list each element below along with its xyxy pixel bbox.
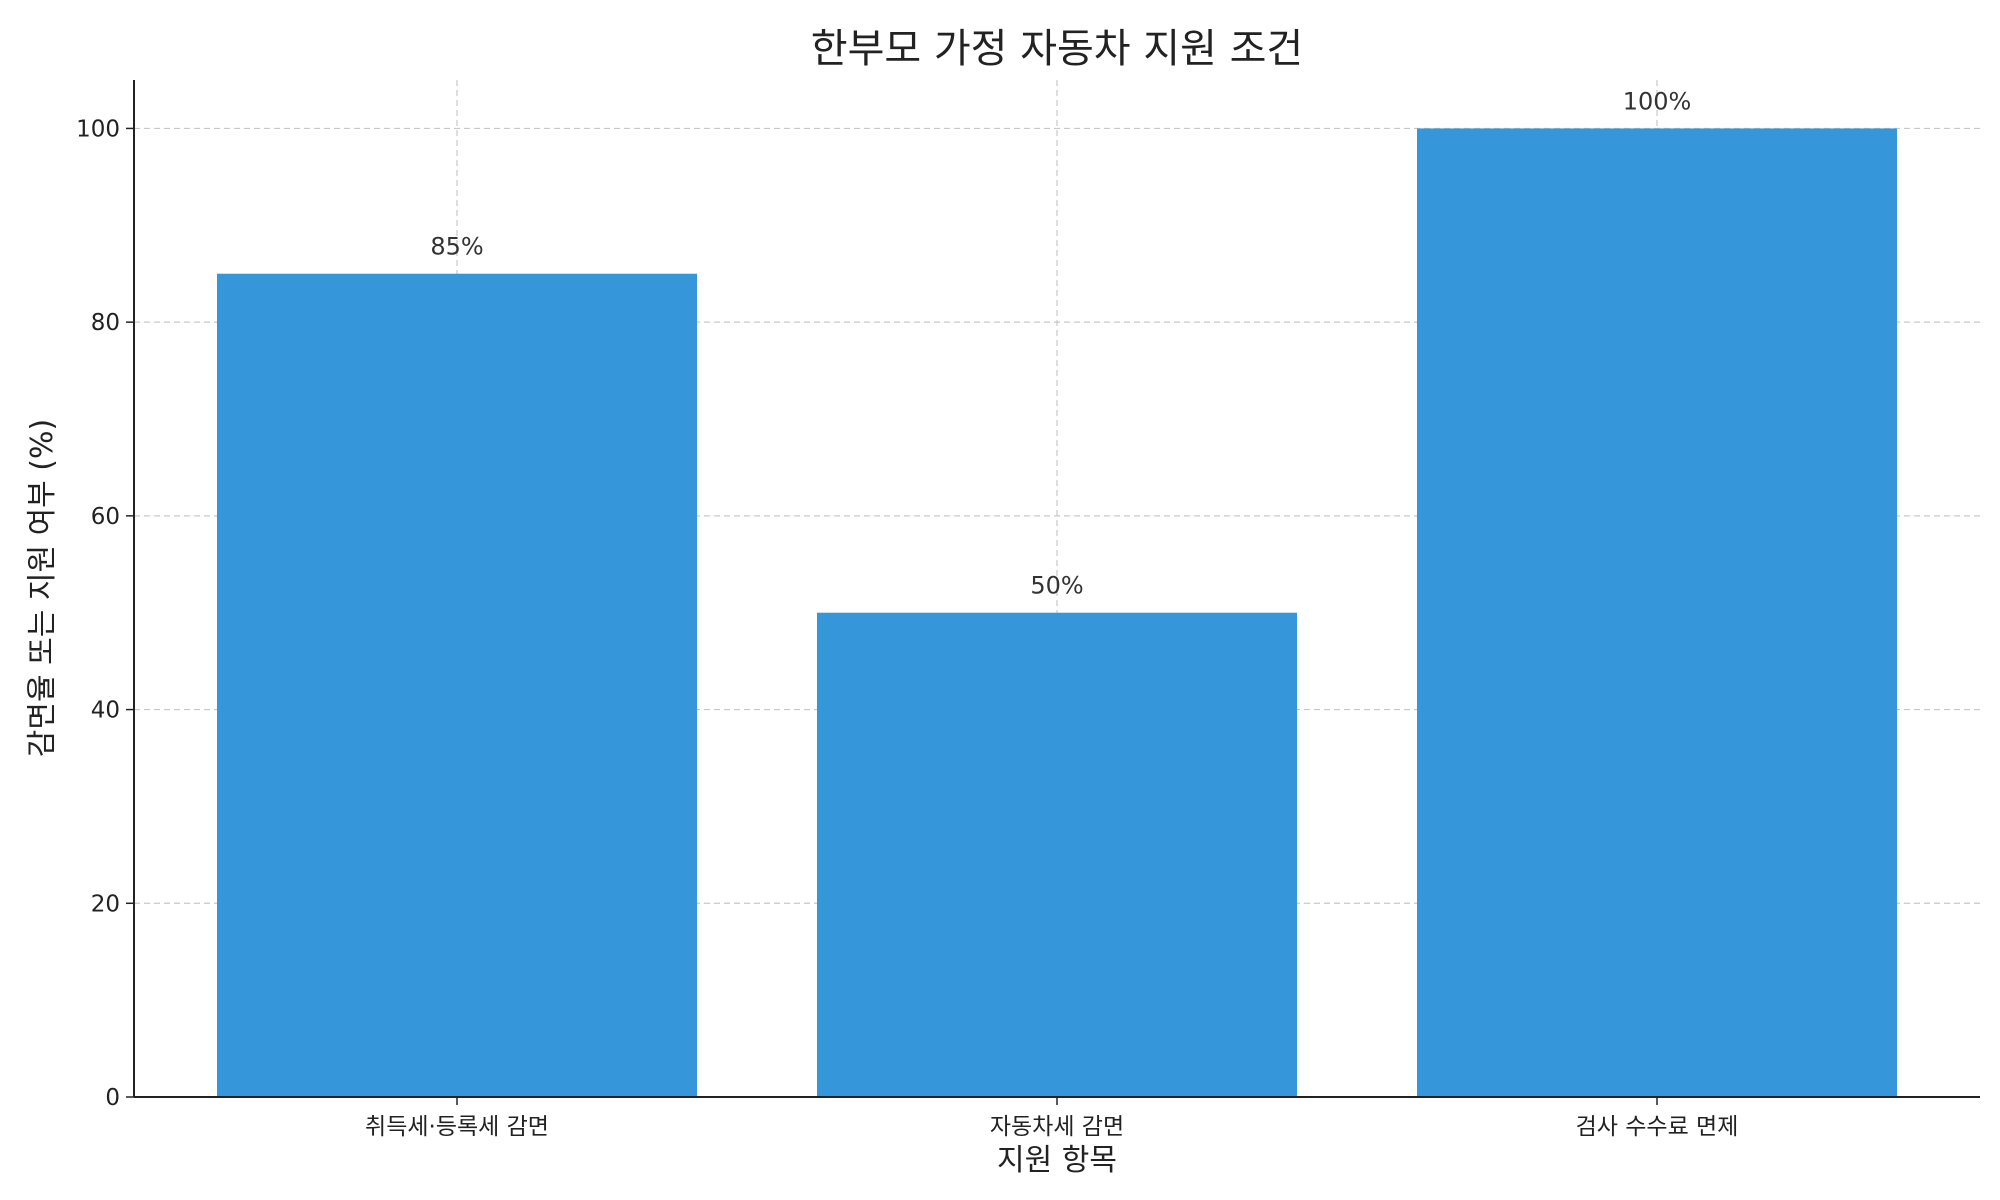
y-tick-label: 20 bbox=[91, 891, 120, 917]
y-tick-label: 60 bbox=[91, 504, 120, 530]
bar bbox=[217, 273, 697, 1097]
chart-title: 한부모 가정 자동차 지원 조건 bbox=[811, 26, 1303, 72]
x-tick-label: 자동차세 감면 bbox=[990, 1114, 1124, 1140]
x-axis-label: 지원 항목 bbox=[997, 1143, 1117, 1178]
axes: 0 20 40 60 80 100 취득세·등록세 감면 자동차세 감면 검사 수수료 면제 bbox=[76, 80, 1980, 1140]
bar-value-label: 100% bbox=[1623, 87, 1692, 115]
x-tick-label: 취득세·등록세 감면 bbox=[365, 1114, 549, 1140]
bar-value-label: 50% bbox=[1030, 572, 1083, 600]
bar bbox=[817, 612, 1297, 1097]
y-tick-label: 80 bbox=[91, 310, 120, 336]
bar bbox=[1417, 128, 1897, 1097]
bar-labels: 85% 50% 100% bbox=[430, 87, 1691, 599]
x-tick-label: 검사 수수료 면제 bbox=[1576, 1114, 1739, 1140]
bars bbox=[217, 128, 1897, 1097]
y-tick-label: 40 bbox=[91, 698, 120, 724]
bar-value-label: 85% bbox=[430, 233, 483, 261]
y-axis-label: 감면율 또는 지원 여부 (%) bbox=[25, 419, 60, 757]
y-tick-label: 100 bbox=[76, 116, 120, 142]
y-tick-label: 0 bbox=[105, 1085, 120, 1111]
